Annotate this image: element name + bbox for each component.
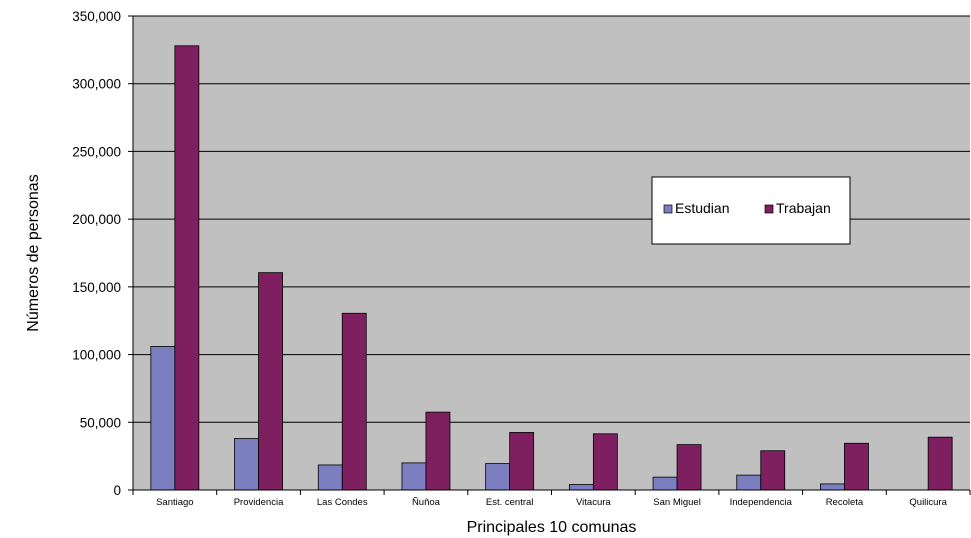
x-tick-label: Est. central — [486, 497, 534, 508]
x-tick-label: San Miguel — [653, 497, 701, 508]
y-tick-label: 250,000 — [72, 144, 121, 159]
bar-trabajan-0 — [174, 45, 200, 491]
x-tick-label: Santiago — [156, 497, 194, 508]
bar-trabajan-2 — [341, 312, 367, 491]
x-tick-label: Recoleta — [826, 497, 864, 508]
legend-label-estudian: Estudian — [675, 200, 729, 216]
y-tick-label: 50,000 — [80, 415, 121, 430]
bar-trabajan-5 — [592, 433, 618, 491]
x-axis-title: Principales 10 comunas — [467, 519, 637, 536]
x-tick-label: Vitacura — [576, 497, 611, 508]
x-tick-label: Ñuñoa — [412, 497, 441, 508]
x-tick-label: Quilicura — [909, 497, 947, 508]
bar-trabajan-8 — [844, 442, 869, 491]
legend-swatch-estudian — [663, 204, 673, 214]
bar-estudian-4 — [485, 463, 511, 491]
bar-estudian-7 — [736, 474, 762, 491]
bar-estudian-0 — [150, 346, 176, 491]
y-tick-label: 350,000 — [72, 9, 121, 24]
bar-trabajan-3 — [425, 411, 451, 491]
y-axis-title: Números de personas — [25, 174, 42, 331]
bar-estudian-1 — [234, 438, 259, 491]
legend-swatch-trabajan — [764, 204, 774, 214]
y-tick-label: 150,000 — [72, 280, 121, 295]
x-tick-labels: Santiago Providencia Las Condes Ñuñoa Est. c… — [156, 497, 948, 508]
legend-label-trabajan: Trabajan — [776, 200, 831, 216]
bar-estudian-6 — [652, 476, 678, 491]
bar-trabajan-1 — [258, 272, 283, 491]
x-tick-label: Providencia — [234, 497, 284, 508]
y-tick-label: 0 — [113, 483, 121, 498]
bar-estudian-2 — [317, 464, 343, 491]
axes — [128, 15, 971, 495]
x-tick-label: Independencia — [730, 497, 793, 508]
legend: Estudian Trabajan — [651, 176, 851, 245]
bar-trabajan-4 — [509, 432, 535, 491]
bar-estudian-3 — [401, 462, 427, 491]
bar-trabajan-9 — [927, 436, 953, 491]
bar-estudian-8 — [820, 483, 845, 491]
bar-trabajan-6 — [676, 444, 702, 491]
y-tick-labels: 0 50,000 100,000 150,000 200,000 250,000 300,0… — [72, 9, 121, 498]
y-tick-label: 300,000 — [72, 77, 121, 92]
x-tick-label: Las Condes — [317, 497, 368, 508]
y-tick-label: 100,000 — [72, 348, 121, 363]
bar-trabajan-7 — [760, 450, 786, 491]
bar-estudian-5 — [568, 484, 594, 491]
y-tick-label: 200,000 — [72, 212, 121, 227]
legend-box — [651, 176, 851, 245]
